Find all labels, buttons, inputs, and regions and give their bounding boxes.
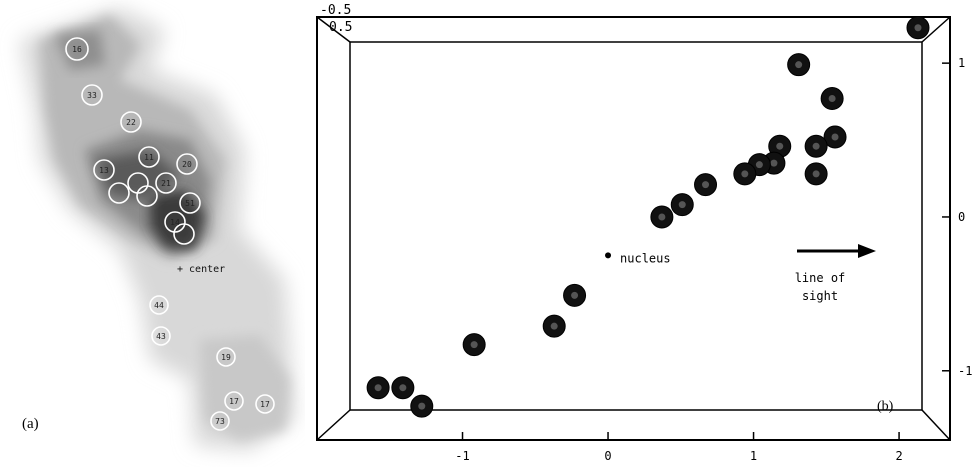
knot-label: 11 xyxy=(144,153,154,162)
knot-labels: 16 33 22 13 11 20 21 51 14 44 43 19 17 1… xyxy=(72,45,270,426)
knot-label: 51 xyxy=(185,199,195,208)
data-point-highlight xyxy=(399,384,407,392)
knot-label: 13 xyxy=(99,166,109,175)
x-tick-label: 0 xyxy=(604,449,611,463)
knot-label: 33 xyxy=(87,91,97,100)
knot-label: 17 xyxy=(229,397,239,406)
nucleus-marker: nucleus xyxy=(605,251,671,265)
y-tick-label: 1 xyxy=(958,56,965,70)
data-point-highlight xyxy=(702,181,710,189)
y-tick-label: 0 xyxy=(958,210,965,224)
data-points xyxy=(366,16,930,418)
knot-label: 20 xyxy=(182,160,192,169)
data-point-highlight xyxy=(770,159,778,167)
data-point-highlight xyxy=(914,24,922,32)
panel-b-label: (b) xyxy=(877,399,894,414)
data-point-highlight xyxy=(678,201,686,209)
x-tick-label: 2 xyxy=(895,449,902,463)
knot-label: 21 xyxy=(161,179,171,188)
corner-label-neg: -0.5 xyxy=(320,3,351,18)
knot-label: 73 xyxy=(215,417,225,426)
data-point-highlight xyxy=(776,142,784,150)
line-of-sight-label-1: line of xyxy=(795,271,846,285)
line-of-sight-arrow xyxy=(797,244,876,258)
center-label: + center xyxy=(177,264,225,275)
diffuse-emission xyxy=(20,8,295,450)
y-tick-label: -1 xyxy=(958,364,972,378)
data-point-highlight xyxy=(571,291,579,299)
x-tick-label: 1 xyxy=(750,449,757,463)
nucleus-dot xyxy=(605,252,612,259)
data-point-highlight xyxy=(550,322,558,330)
corner-label-pos: 0.5 xyxy=(329,20,352,35)
x-tick-label: -1 xyxy=(455,449,469,463)
knot-label: 19 xyxy=(221,353,231,362)
line-of-sight-label-2: sight xyxy=(802,289,838,303)
panel-a-image: 16 33 22 13 11 20 21 51 14 44 43 19 17 1… xyxy=(0,0,305,467)
knot-label: 43 xyxy=(156,332,166,341)
data-point-highlight xyxy=(812,142,820,150)
data-point-highlight xyxy=(470,341,478,349)
y-axis: -1 0 1 xyxy=(942,56,972,378)
data-point-highlight xyxy=(828,95,836,103)
knot-label: 17 xyxy=(260,400,270,409)
plot-box xyxy=(316,16,951,441)
knot-label: 16 xyxy=(72,45,82,54)
x-axis: -1 0 1 2 xyxy=(455,432,903,463)
knot-label: 44 xyxy=(154,301,164,310)
data-point-highlight xyxy=(812,170,820,178)
data-point-highlight xyxy=(658,213,666,221)
panel-a-label: (a) xyxy=(22,416,39,432)
data-point-highlight xyxy=(741,170,749,178)
panel-a-map: 16 33 22 13 11 20 21 51 14 44 43 19 17 1… xyxy=(20,8,295,450)
nucleus-label: nucleus xyxy=(620,251,671,265)
data-point-highlight xyxy=(418,402,426,410)
knot-label: 22 xyxy=(126,118,136,127)
panel-b-chart: -0.5 0.5 -1 0 1 2 -1 0 1 nucleus line of sigh… xyxy=(305,0,980,467)
data-point-highlight xyxy=(795,61,803,69)
knot-circles xyxy=(65,37,275,431)
data-point-highlight xyxy=(831,133,839,141)
data-point-highlight xyxy=(374,384,382,392)
knot-label: 14 xyxy=(170,218,180,227)
scatter-chart: -0.5 0.5 -1 0 1 2 -1 0 1 nucleus line of sigh… xyxy=(316,3,972,463)
data-point-highlight xyxy=(755,161,763,169)
